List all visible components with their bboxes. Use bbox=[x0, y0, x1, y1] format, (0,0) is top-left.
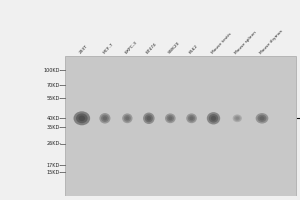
Ellipse shape bbox=[207, 112, 220, 124]
Ellipse shape bbox=[260, 116, 265, 120]
Ellipse shape bbox=[256, 113, 268, 124]
Text: K562: K562 bbox=[189, 44, 199, 55]
Text: SW620: SW620 bbox=[167, 41, 181, 55]
Text: 55KD-: 55KD- bbox=[46, 96, 62, 100]
Ellipse shape bbox=[189, 116, 194, 120]
Ellipse shape bbox=[167, 115, 174, 122]
Ellipse shape bbox=[99, 113, 110, 124]
Ellipse shape bbox=[103, 116, 107, 120]
Ellipse shape bbox=[233, 114, 242, 122]
Text: 293T: 293T bbox=[79, 44, 89, 55]
Ellipse shape bbox=[168, 116, 172, 120]
Ellipse shape bbox=[236, 117, 239, 120]
Ellipse shape bbox=[165, 113, 175, 123]
Ellipse shape bbox=[186, 113, 197, 123]
Ellipse shape bbox=[143, 113, 154, 124]
Text: BT474: BT474 bbox=[146, 42, 158, 55]
Ellipse shape bbox=[125, 116, 129, 120]
Text: Mouse testis: Mouse testis bbox=[211, 32, 232, 55]
Text: 26KD-: 26KD- bbox=[46, 141, 62, 146]
Text: Mouse spleen: Mouse spleen bbox=[234, 30, 258, 55]
Ellipse shape bbox=[124, 115, 131, 122]
Ellipse shape bbox=[122, 113, 133, 123]
Text: 100KD-: 100KD- bbox=[44, 68, 62, 72]
Ellipse shape bbox=[188, 115, 195, 122]
Ellipse shape bbox=[145, 114, 153, 122]
Text: 15KD-: 15KD- bbox=[46, 170, 62, 175]
Text: 35KD-: 35KD- bbox=[46, 125, 62, 130]
Text: 40KD-: 40KD- bbox=[46, 116, 62, 121]
Ellipse shape bbox=[79, 116, 85, 121]
Ellipse shape bbox=[76, 113, 88, 123]
Bar bbox=[0, 56, 64, 196]
Text: Mouse thymus: Mouse thymus bbox=[259, 29, 284, 55]
Text: 17KD-: 17KD- bbox=[46, 163, 62, 168]
Ellipse shape bbox=[234, 116, 241, 121]
Ellipse shape bbox=[209, 114, 218, 123]
Ellipse shape bbox=[211, 116, 216, 121]
Bar bbox=[64, 56, 296, 196]
Ellipse shape bbox=[258, 115, 266, 122]
Text: MCF-7: MCF-7 bbox=[102, 42, 114, 55]
Ellipse shape bbox=[101, 115, 109, 122]
Ellipse shape bbox=[146, 116, 151, 121]
Text: BXPC-3: BXPC-3 bbox=[124, 40, 138, 55]
Ellipse shape bbox=[74, 111, 90, 125]
Text: 70KD-: 70KD- bbox=[46, 83, 62, 88]
